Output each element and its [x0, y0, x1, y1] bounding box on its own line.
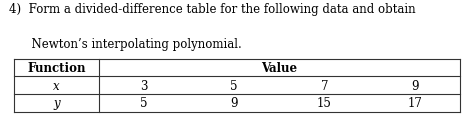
Text: 9: 9: [411, 79, 419, 92]
Text: Value: Value: [261, 62, 297, 74]
Text: y: y: [53, 97, 60, 109]
Text: 4)  Form a divided-difference table for the following data and obtain: 4) Form a divided-difference table for t…: [9, 3, 416, 16]
Text: 7: 7: [321, 79, 328, 92]
Text: 5: 5: [230, 79, 238, 92]
Text: 5: 5: [140, 97, 148, 109]
Text: Newton’s interpolating polynomial.: Newton’s interpolating polynomial.: [9, 38, 242, 51]
Text: 3: 3: [140, 79, 148, 92]
Text: Function: Function: [27, 62, 86, 74]
Text: 9: 9: [230, 97, 238, 109]
Text: 17: 17: [407, 97, 422, 109]
Text: x: x: [53, 79, 60, 92]
Text: 15: 15: [317, 97, 332, 109]
